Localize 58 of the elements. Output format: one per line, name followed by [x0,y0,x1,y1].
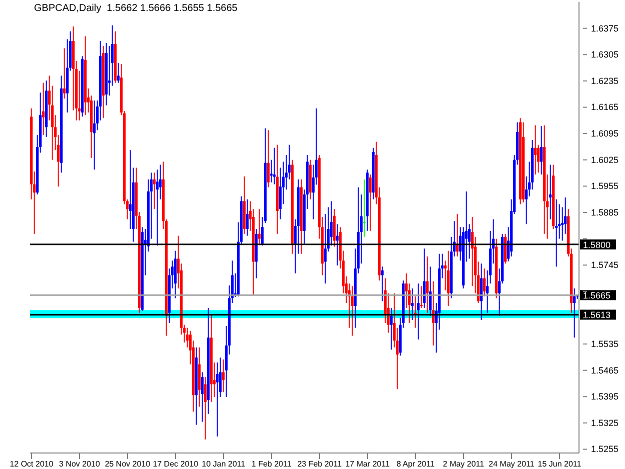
candlestick [153,172,156,210]
y-tick-label: 1.5325 [591,418,619,428]
x-tick-label: 12 Oct 2010 [10,460,54,469]
x-tick-label: 3 Nov 2010 [59,460,101,469]
candlestick [390,307,393,350]
ref-line-label: 1.5665 [583,290,611,301]
candlestick [267,130,270,188]
y-tick-label: 1.6095 [591,128,619,139]
y-tick-label: 1.6025 [591,154,619,165]
candlestick [129,150,132,230]
candlestick [246,198,249,236]
candlestick [216,362,219,437]
candlestick [555,198,558,268]
candlestick [63,48,66,100]
y-tick-label: 1.6375 [591,23,619,34]
candlestick [369,174,372,232]
candlestick [351,286,354,336]
candlestick [222,358,225,393]
candlestick [42,82,45,136]
y-tick-label: 1.6165 [591,102,619,112]
candlestick [483,268,486,297]
x-tick-label: 1 Feb 2011 [252,460,292,469]
candlestick [417,283,420,340]
x-tick-label: 8 Apr 2011 [396,460,436,469]
y-tick-label: 1.5465 [591,365,619,376]
x-tick-label: 15 Jun 2011 [538,460,582,469]
x-tick-label: 24 May 2011 [488,460,535,469]
candlestick [447,250,450,307]
candlestick [204,376,207,440]
candlestick [93,100,96,170]
y-tick-label: 1.5535 [591,339,619,350]
candlestick [426,256,429,314]
candlestick [117,62,120,84]
y-tick-label: 1.6235 [591,76,619,86]
candlestick [201,372,204,422]
x-tick-label: 17 Mar 2011 [345,460,390,469]
y-tick-label: 1.5745 [591,260,619,270]
x-tick-label: 17 Dec 2010 [152,460,199,469]
y-tick-label: 1.5255 [591,444,619,454]
candlestick [273,147,276,185]
x-tick-label: 23 Feb 2011 [297,460,342,469]
candlestick [258,208,261,244]
y-tick-label: 1.5885 [591,207,619,218]
y-tick-label: 1.6305 [591,50,619,60]
candlestick [534,124,537,176]
candlestick [540,126,543,176]
x-tick-label: 10 Jan 2011 [202,460,246,469]
candlestick [363,178,366,238]
ref-line-label: 1.5800 [583,240,611,250]
candlestick [186,327,189,348]
x-tick-label: 2 May 2011 [442,460,485,469]
candlestick [411,288,414,320]
y-tick-label: 1.5955 [591,181,619,192]
y-tick-label: 1.5395 [591,392,619,402]
ref-line-label: 1.5613 [583,310,611,320]
chart-title: GBPCAD,Daily 1.5662 1.5666 1.5655 1.5665 [34,3,238,14]
candlestick [549,164,552,220]
x-tick-label: 25 Nov 2010 [104,460,151,469]
